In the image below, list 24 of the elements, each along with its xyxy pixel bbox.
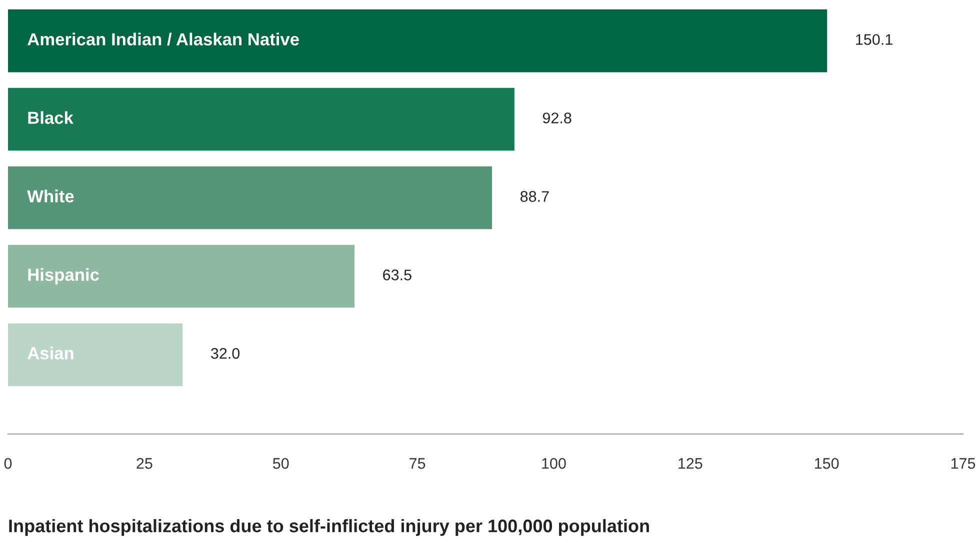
x-tick-label: 50 — [272, 458, 289, 469]
bar — [8, 166, 492, 230]
bar — [8, 323, 183, 386]
y-tick-label: White — [27, 190, 74, 202]
x-tick-label: 125 — [678, 458, 702, 469]
data-label: 92.8 — [542, 112, 572, 124]
data-label: 88.7 — [520, 191, 549, 202]
y-tick-label: Hispanic — [28, 268, 99, 284]
x-tick-label: 150 — [814, 458, 839, 469]
y-tick-label: Asian — [28, 346, 74, 360]
data-label: 32.0 — [210, 348, 240, 359]
x-tick-label: 100 — [542, 458, 566, 469]
y-tick-label: Black — [28, 111, 74, 124]
bar — [8, 9, 828, 72]
y-tick-label: American Indian / Alaskan Native — [28, 32, 299, 46]
x-tick-label: 75 — [410, 458, 426, 469]
bar — [8, 88, 514, 151]
data-label: 150.1 — [856, 34, 892, 45]
x-tick-label: 25 — [136, 458, 152, 469]
x-axis-title: Inpatient hospitalizations due to self-inflicted injury per 100,000 population — [9, 519, 649, 536]
data-label: 63.5 — [383, 270, 412, 280]
x-tick-label: 175 — [951, 458, 976, 469]
bar — [8, 244, 355, 308]
x-tick-label: 0 — [4, 458, 12, 469]
